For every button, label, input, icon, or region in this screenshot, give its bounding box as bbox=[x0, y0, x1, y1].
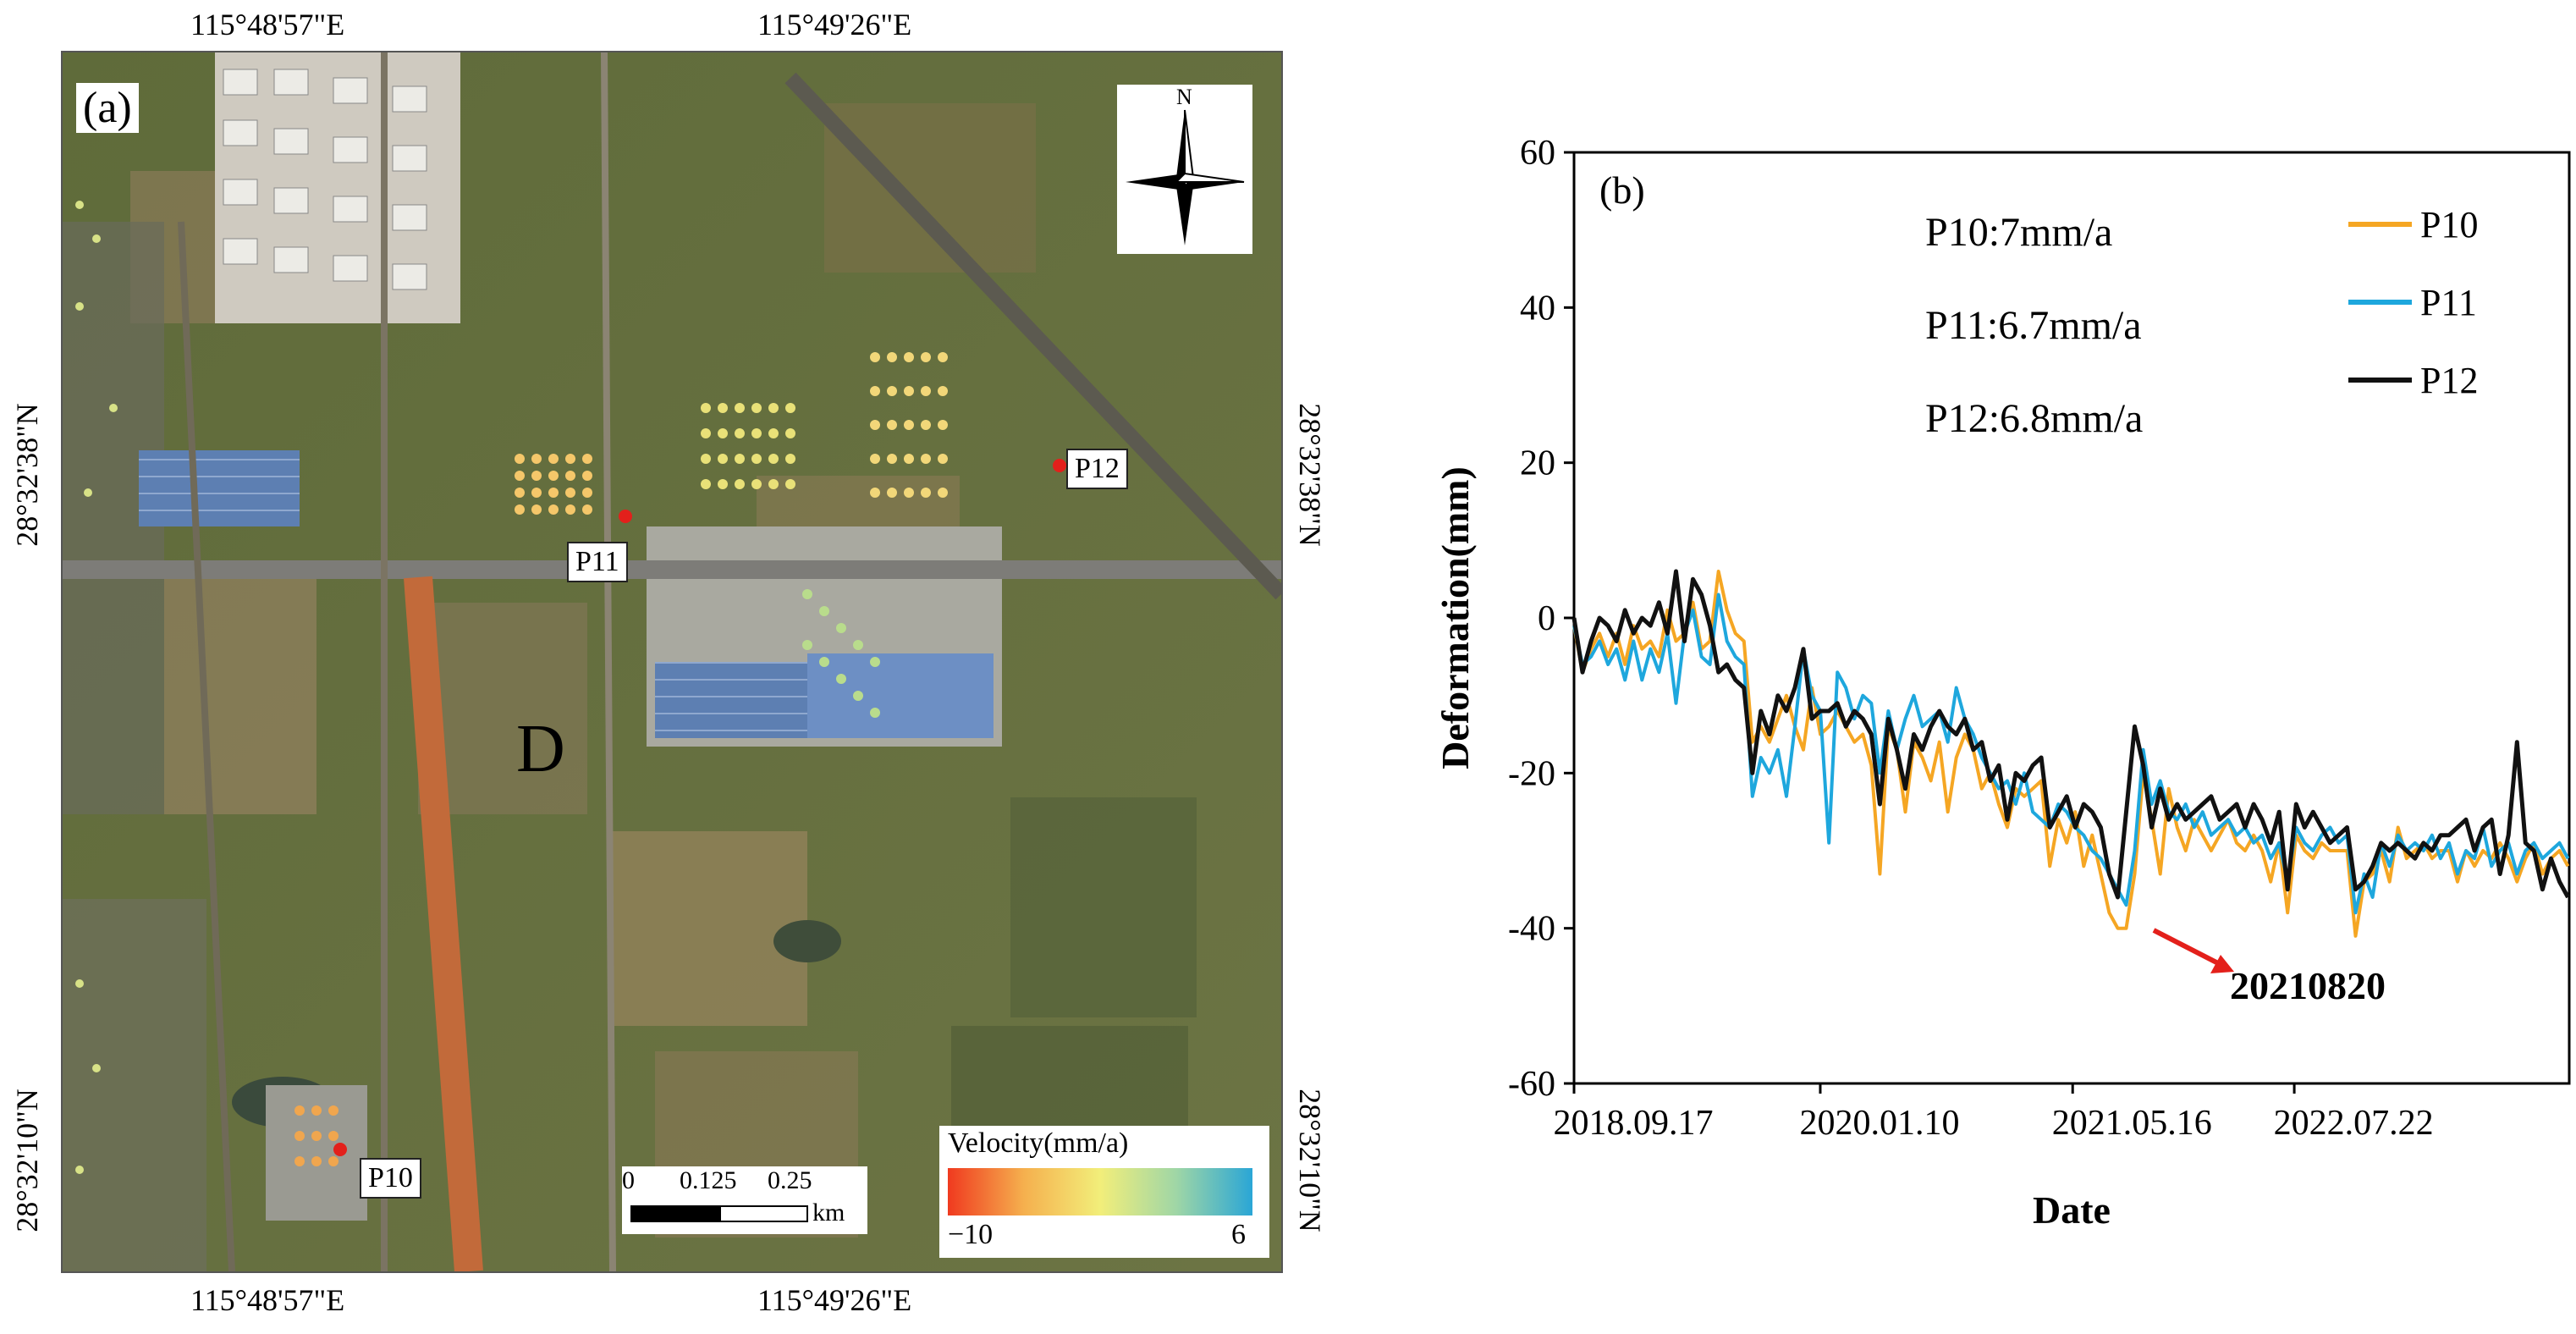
map-image bbox=[61, 51, 1283, 1273]
left-coord-bottom: 28°32'10"N bbox=[10, 1089, 44, 1232]
rate-p11: P11:6.7mm/a bbox=[1925, 303, 2142, 348]
panel-label-b: (b) bbox=[1599, 168, 1645, 212]
annotation-arrow-line bbox=[2152, 928, 2223, 967]
legend-min: −10 bbox=[948, 1219, 994, 1250]
north-letter: N bbox=[1176, 85, 1192, 109]
chart-panel: 60 40 20 0 -20 -40 -60 2018.09.17 2020.01.10 202… bbox=[1371, 0, 2576, 1330]
rate-p10: P10:7mm/a bbox=[1925, 210, 2112, 255]
zone-label: D bbox=[516, 712, 565, 786]
scale-number-2: 0.25 bbox=[768, 1166, 812, 1194]
compass-icon bbox=[1126, 109, 1245, 245]
x-tick-label: 2018.09.17 bbox=[1554, 1104, 1714, 1143]
legend-label-p10: P10 bbox=[2420, 204, 2478, 245]
x-axis-title: Date bbox=[2033, 1188, 2111, 1232]
scale-black-segment bbox=[630, 1205, 719, 1222]
plot-area bbox=[1572, 151, 2571, 1085]
map-panel: 115°48'57"E 115°49'26"E 115°48'57"E 115°… bbox=[10, 8, 1327, 1317]
x-tick-label: 2022.07.22 bbox=[2274, 1104, 2434, 1143]
main-road bbox=[63, 560, 1281, 579]
right-coord-bottom: 28°32'10"N bbox=[1293, 1089, 1327, 1232]
scale-bar: 0 0.125 0.25 km bbox=[622, 1166, 867, 1234]
p12-marker bbox=[1053, 459, 1066, 472]
bottom-coord-left: 115°48'57"E bbox=[190, 1283, 345, 1317]
y-tick-label: 20 bbox=[1520, 444, 1555, 483]
top-coord-left: 115°48'57"E bbox=[190, 8, 345, 41]
chart-legend: P10 P11 P12 bbox=[2348, 204, 2478, 401]
scale-number-1: 0.125 bbox=[680, 1166, 737, 1194]
legend-label-p11: P11 bbox=[2420, 282, 2477, 323]
ps-points bbox=[75, 201, 948, 1174]
north-arrow: N bbox=[1117, 85, 1252, 254]
rate-p12: P12:6.8mm/a bbox=[1925, 396, 2143, 441]
series-lines bbox=[1571, 569, 2570, 938]
panel-label-a: (a) bbox=[76, 83, 139, 133]
scale-white-segment bbox=[719, 1205, 808, 1222]
p11-label: P11 bbox=[567, 542, 628, 582]
y-tick-label: -60 bbox=[1508, 1065, 1555, 1104]
legend-title: Velocity(mm/a) bbox=[948, 1127, 1129, 1159]
left-coord-top: 28°32'38"N bbox=[10, 403, 44, 547]
p11-marker bbox=[619, 510, 632, 523]
legend-max: 6 bbox=[1231, 1219, 1246, 1250]
x-tick-label: 2020.01.10 bbox=[1799, 1104, 1959, 1143]
p10-marker bbox=[333, 1143, 347, 1156]
legend-label-p12: P12 bbox=[2420, 360, 2478, 401]
annotation-arrow-head bbox=[2210, 955, 2234, 973]
right-coord-top: 28°32'38"N bbox=[1293, 403, 1327, 547]
legend-colorbar bbox=[948, 1168, 1252, 1215]
y-tick-label: 40 bbox=[1520, 289, 1555, 328]
y-tick-label: -40 bbox=[1508, 910, 1555, 949]
scale-unit: km bbox=[812, 1199, 845, 1227]
y-axis-title: Deformation(mm) bbox=[1434, 466, 1477, 769]
x-tick-label: 2021.05.16 bbox=[2052, 1104, 2212, 1143]
y-tick-label: 60 bbox=[1520, 134, 1555, 173]
velocity-legend: Velocity(mm/a) −10 6 bbox=[939, 1126, 1269, 1258]
annotation-label: 20210820 bbox=[2230, 964, 2386, 1007]
x-axis: 2018.09.17 2020.01.10 2021.05.16 2022.07.22 bbox=[1554, 1083, 2434, 1143]
series-line-p12 bbox=[1571, 569, 2570, 900]
bottom-coord-right: 115°49'26"E bbox=[757, 1283, 912, 1317]
p12-label: P12 bbox=[1066, 449, 1128, 489]
deformation-chart: 60 40 20 0 -20 -40 -60 2018.09.17 2020.01.10 202… bbox=[1434, 134, 2571, 1232]
date-annotation: 20210820 bbox=[2152, 928, 2386, 1007]
y-tick-label: -20 bbox=[1508, 754, 1555, 793]
y-tick-label: 0 bbox=[1538, 599, 1555, 638]
p10-label: P10 bbox=[360, 1158, 421, 1199]
scale-number-0: 0 bbox=[622, 1166, 635, 1194]
y-axis: 60 40 20 0 -20 -40 -60 bbox=[1508, 134, 1574, 1104]
satellite-map bbox=[63, 52, 1281, 1271]
top-coord-right: 115°49'26"E bbox=[757, 8, 912, 41]
